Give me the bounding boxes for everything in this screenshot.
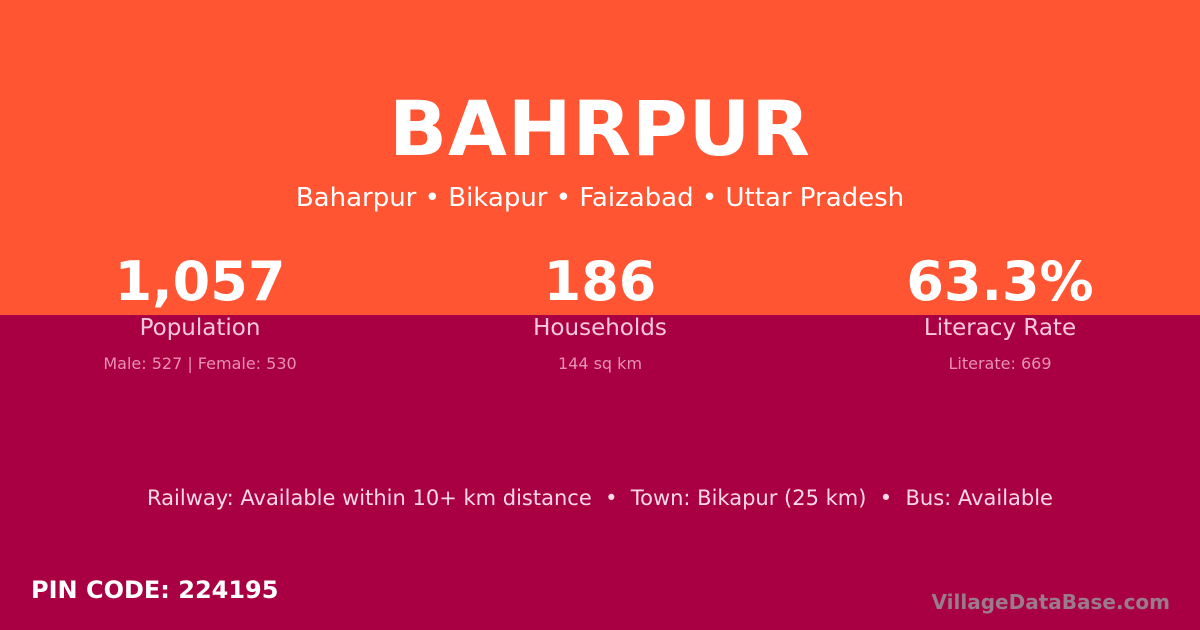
population-value: 1,057 [114,250,286,313]
population-detail: Male: 527 | Female: 530 [103,354,297,373]
connectivity-info: Railway: Available within 10+ km distanc… [147,486,1053,510]
literacy-value: 63.3% [906,250,1094,313]
population-label: Population [139,315,261,341]
households-detail: 144 sq km [557,354,643,373]
households-value: 186 [543,250,657,313]
pin-code: PIN CODE: 224195 [31,576,279,604]
literacy-label: Literacy Rate [923,315,1077,341]
households-label: Households [533,315,667,341]
literacy-detail: Literate: 669 [948,354,1052,373]
body-band [0,315,1200,630]
location-breadcrumb: Baharpur • Bikapur • Faizabad • Uttar Pr… [295,183,905,213]
header-band [0,0,1200,315]
village-title: BAHRPUR [389,84,811,173]
watermark: VillageDataBase.com [931,590,1170,614]
